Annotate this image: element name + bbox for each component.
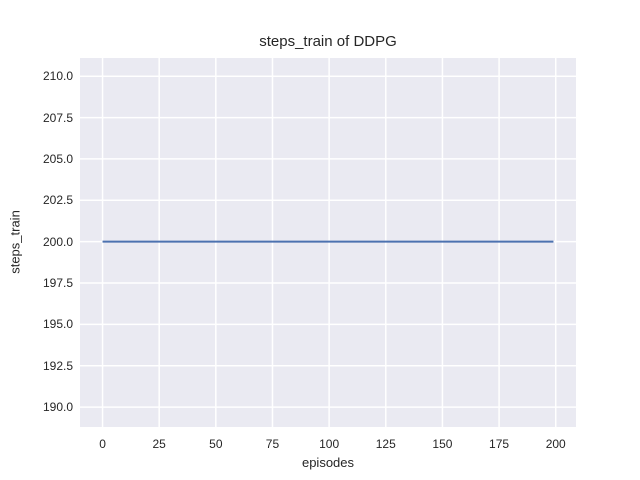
x-tick-label: 200 <box>545 437 566 451</box>
x-tick-label: 50 <box>209 437 223 451</box>
y-tick-label: 202.5 <box>42 193 73 208</box>
y-tick-label: 192.5 <box>42 358 73 373</box>
y-tick-label: 200.0 <box>42 234 73 249</box>
x-tick-label: 100 <box>319 437 340 451</box>
x-tick-label: 0 <box>99 437 106 451</box>
line-plot-svg <box>80 58 576 427</box>
y-tick-label: 205.0 <box>42 151 73 166</box>
y-tick-label: 195.0 <box>42 317 73 332</box>
x-axis-label: episodes <box>301 455 355 470</box>
y-axis-label: steps_train <box>7 210 23 274</box>
x-tick-label: 125 <box>375 437 396 451</box>
y-tick-label: 197.5 <box>42 276 73 291</box>
y-tick-label: 210.0 <box>42 69 73 84</box>
chart-title: steps_train of DDPG <box>259 33 397 50</box>
y-tick-label: 190.0 <box>42 400 73 415</box>
x-tick-label: 150 <box>432 437 453 451</box>
x-tick-label: 25 <box>152 437 166 451</box>
y-tick-label: 207.5 <box>42 110 73 125</box>
x-tick-label: 75 <box>265 437 280 451</box>
x-tick-label: 175 <box>489 437 510 451</box>
plot-area <box>80 58 576 427</box>
